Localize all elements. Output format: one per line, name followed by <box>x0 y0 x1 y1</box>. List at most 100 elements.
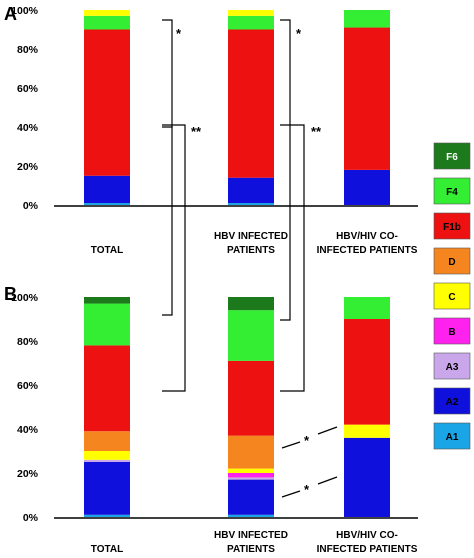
bar-segment-c-top <box>84 10 130 16</box>
bracket-line <box>162 19 173 128</box>
y-tick-label: 40% <box>17 424 39 436</box>
bar-segment-f1b <box>228 29 274 178</box>
significance-star: ** <box>311 124 322 139</box>
legend-item-a3: A3 <box>433 352 471 380</box>
bar-segment-f4 <box>344 10 390 28</box>
y-tick-label: 60% <box>17 83 39 95</box>
legend-label: F4 <box>446 187 458 198</box>
legend-item-f4: F4 <box>433 177 471 205</box>
y-tick-label: 80% <box>17 44 39 56</box>
bar-segment-f1b <box>344 319 390 425</box>
bar-segment-a2 <box>344 437 390 517</box>
legend-label: F1b <box>443 222 461 233</box>
bar-segment-f1b <box>344 27 390 170</box>
bar-segment-a1 <box>228 514 274 517</box>
y-tick-label: 20% <box>17 468 39 480</box>
significance-star: * <box>304 433 310 448</box>
bar-segment-a2 <box>228 479 274 515</box>
y-tick-label: 0% <box>23 200 39 212</box>
legend-swatch <box>433 177 471 205</box>
legend: F6 F4 F1b D C B A3 A2 A1 <box>433 142 471 450</box>
category-label: HBV INFECTED PATIENTS <box>214 231 288 256</box>
bar-segment-f1b <box>84 29 130 176</box>
legend-item-b: B <box>433 317 471 345</box>
legend-item-d: D <box>433 247 471 275</box>
bracket-line <box>280 124 305 392</box>
bracket-line <box>162 124 186 392</box>
bracket-line <box>281 441 301 449</box>
bar-segment-a3 <box>84 459 130 462</box>
category-label: HBV/HIV CO-INFECTED PATIENTS <box>317 231 418 256</box>
legend-item-f1b: F1b <box>433 212 471 240</box>
legend-swatch <box>433 247 471 275</box>
bar-segment-a1 <box>84 203 130 205</box>
bar-segment-d <box>84 431 130 451</box>
legend-label: F6 <box>446 152 458 163</box>
bracket-line <box>317 476 338 485</box>
bar-segment-c <box>344 424 390 438</box>
bracket-line <box>280 19 291 321</box>
bar-segment-d <box>228 435 274 469</box>
legend-swatch <box>433 212 471 240</box>
legend-label: A2 <box>446 397 459 408</box>
bar-segment-f1b <box>84 345 130 432</box>
panel-b-chart: 0% 20% 40% 60% 80% 100% TOTAL HBV INFECTED PATIE… <box>11 292 418 555</box>
legend-swatch <box>433 422 471 450</box>
legend-label: C <box>448 292 455 303</box>
legend-label: B <box>448 327 455 338</box>
legend-swatch <box>433 352 471 380</box>
y-tick-label: 40% <box>17 122 39 134</box>
legend-item-a2: A2 <box>433 387 471 415</box>
bar-segment-f4 <box>84 303 130 346</box>
bar-segment-a2 <box>228 177 274 204</box>
bracket-line <box>317 426 338 435</box>
significance-star: * <box>296 26 302 41</box>
bar-segment-f6 <box>84 297 130 304</box>
legend-item-a1: A1 <box>433 422 471 450</box>
bracket-line <box>281 490 301 498</box>
bar-segment-f6 <box>228 297 274 311</box>
bracket-line <box>162 126 173 316</box>
bar-segment-c-top <box>228 10 274 16</box>
bar-segment-b <box>228 473 274 478</box>
bar-segment-f1b <box>228 360 274 436</box>
significance-brackets: ******** <box>162 19 338 498</box>
significance-star: * <box>176 26 182 41</box>
legend-swatch <box>433 317 471 345</box>
y-tick-label: 80% <box>17 336 39 348</box>
bar-segment-a3 <box>228 477 274 480</box>
legend-swatch <box>433 282 471 310</box>
category-label: HBV/HIV CO-INFECTED PATIENTS <box>317 530 418 555</box>
legend-swatch <box>433 142 471 170</box>
legend-label: A3 <box>446 362 459 373</box>
panel-label-a: A <box>4 4 17 24</box>
bar-segment-f4 <box>228 310 274 361</box>
bar-segment-a1 <box>228 203 274 205</box>
y-tick-label: 100% <box>11 5 39 17</box>
y-tick-label: 100% <box>11 292 39 304</box>
bar-segment-f4 <box>228 15 274 30</box>
category-label: TOTAL <box>91 245 123 256</box>
bar-segment-c <box>228 468 274 473</box>
legend-item-c: C <box>433 282 471 310</box>
legend-label: A1 <box>446 432 459 443</box>
category-label: HBV INFECTED PATIENTS <box>214 530 288 555</box>
significance-star: ** <box>191 124 202 139</box>
legend-item-f6: F6 <box>433 142 471 170</box>
bar-segment-f4 <box>84 15 130 30</box>
legend-label: D <box>448 257 455 268</box>
y-tick-label: 0% <box>23 512 39 524</box>
y-tick-label: 60% <box>17 380 39 392</box>
legend-swatch <box>433 387 471 415</box>
bar-segment-c <box>84 451 130 460</box>
panel-label-b: B <box>4 284 17 304</box>
panel-a-chart: 0% 20% 40% 60% 80% 100% TOTAL HBV INFECTED PATIE… <box>11 5 418 256</box>
bar-segment-a1 <box>84 514 130 517</box>
category-label: TOTAL <box>91 544 123 555</box>
significance-star: * <box>304 482 310 497</box>
bar-segment-a2 <box>84 175 130 204</box>
bar-segment-a2 <box>344 169 390 205</box>
bar-segment-f4 <box>344 297 390 319</box>
bar-segment-a2 <box>84 462 130 515</box>
